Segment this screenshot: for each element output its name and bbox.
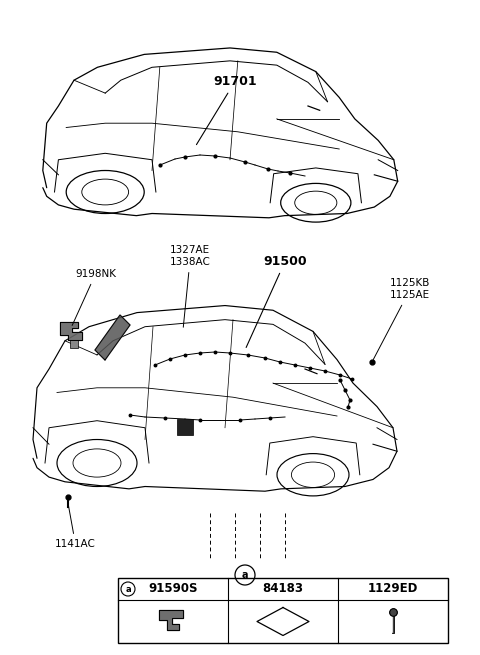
Polygon shape [60,322,82,340]
Polygon shape [95,315,130,360]
Text: 1125KB
1125AE: 1125KB 1125AE [373,278,431,360]
Text: 9198NK: 9198NK [72,269,116,326]
Text: 1327AE
1338AC: 1327AE 1338AC [170,246,211,328]
Text: a: a [125,584,131,593]
Text: 91701: 91701 [196,75,257,145]
Text: a: a [242,570,248,580]
Text: 1141AC: 1141AC [55,506,96,549]
Bar [70,340,78,348]
Text: 91500: 91500 [246,255,307,347]
Text: 91590S: 91590S [148,582,198,595]
Bar [177,419,193,435]
Polygon shape [159,610,183,629]
Text: 1129ED: 1129ED [368,582,418,595]
Text: 84183: 84183 [263,582,303,595]
Bar [118,578,448,643]
